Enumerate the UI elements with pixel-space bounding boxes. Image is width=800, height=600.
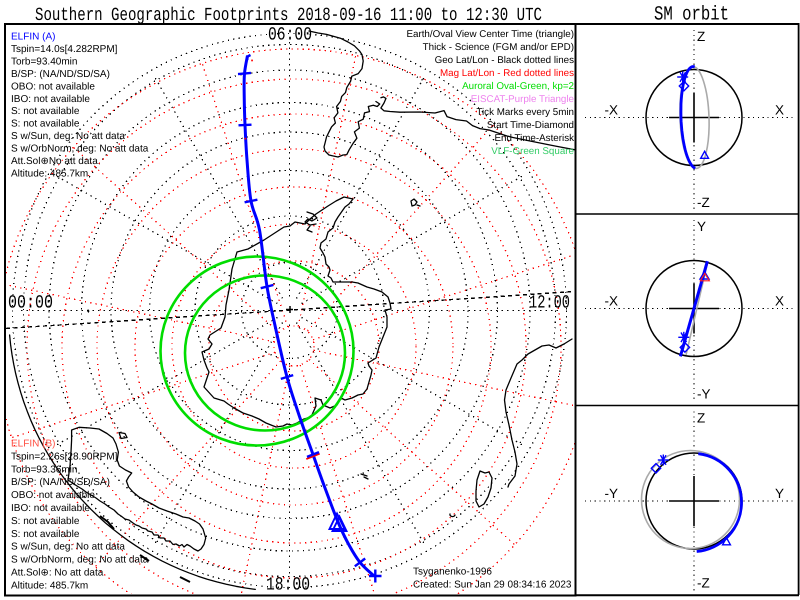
svg-text:X: X [775,103,784,118]
svg-text:Altitude: 485.7km: Altitude: 485.7km [11,168,88,179]
svg-text:06:00: 06:00 [268,25,312,46]
svg-text:Torb=93.36min: Torb=93.36min [11,464,77,475]
svg-text:S w/OrbNorm, deg: No att data: S w/OrbNorm, deg: No att data [11,555,149,566]
svg-text:Start Time-Diamond: Start Time-Diamond [487,120,574,131]
svg-text:S: not available: S: not available [11,516,80,527]
svg-text:Mag Lat/Lon - Red dotted lines: Mag Lat/Lon - Red dotted lines [440,68,574,79]
svg-text:Att.Sol⊕No att data: Att.Sol⊕No att data [11,156,98,167]
svg-text:OBO: not available: OBO: not available [11,490,95,501]
svg-text:B/SP: (NA/ND/SD/SA): B/SP: (NA/ND/SD/SA) [11,477,110,488]
svg-text:Auroral Oval-Green, kp=2: Auroral Oval-Green, kp=2 [462,81,574,92]
svg-text:S w/Sun, deg: No att data: S w/Sun, deg: No att data [11,131,125,142]
svg-text:IBO: not available: IBO: not available [11,503,90,514]
svg-text:End Time-Asterisk: End Time-Asterisk [495,133,575,144]
svg-text:-Z: -Z [697,195,710,210]
svg-text:Torb=93.40min: Torb=93.40min [11,56,77,67]
svg-text:S w/Sun, deg: No att data: S w/Sun, deg: No att data [11,542,125,553]
svg-text:18:00: 18:00 [266,575,310,596]
svg-text:IBO: not available: IBO: not available [11,94,90,105]
svg-text:VLF-Green Square: VLF-Green Square [491,146,574,157]
svg-text:Tick Marks every 5min: Tick Marks every 5min [476,107,574,118]
svg-text:00:00: 00:00 [8,293,53,314]
svg-text:Southern Geographic Footprints: Southern Geographic Footprints 2018-09-1… [35,5,542,26]
svg-text:Tspin=14.0s[4.282RPM]: Tspin=14.0s[4.282RPM] [11,44,118,55]
svg-text:Att.Sol⊕: No att data: Att.Sol⊕: No att data [11,568,104,579]
svg-text:ELFIN (B): ELFIN (B) [11,439,55,450]
svg-text:-Y: -Y [697,387,711,402]
svg-text:S w/OrbNorm, deg: No att data: S w/OrbNorm, deg: No att data [11,144,149,155]
svg-text:Y: Y [775,486,784,501]
svg-text:Thick - Science (FGM and/or EP: Thick - Science (FGM and/or EPD) [423,42,574,53]
svg-text:-X: -X [605,103,619,118]
svg-text:S: not available: S: not available [11,106,80,117]
svg-text:S: not available: S: not available [11,529,80,540]
svg-text:-Z: -Z [697,575,710,590]
svg-text:EISCAT-Purple Triangle: EISCAT-Purple Triangle [471,94,575,105]
svg-text:SM orbit: SM orbit [654,4,729,27]
svg-text:Y: Y [697,219,706,234]
svg-text:Geo Lat/Lon - Black dotted lin: Geo Lat/Lon - Black dotted lines [435,55,575,66]
svg-text:-X: -X [605,294,619,309]
svg-text:B/SP: (NA/ND/SD/SA): B/SP: (NA/ND/SD/SA) [11,69,110,80]
svg-text:Tspin=2.26s[28.90RPM]: Tspin=2.26s[28.90RPM] [11,451,118,462]
svg-text:X: X [775,294,784,309]
svg-text:ELFIN (A): ELFIN (A) [11,32,55,43]
svg-text:Created: Sun Jan 29 08:34:16 2: Created: Sun Jan 29 08:34:16 2023 [413,580,572,591]
svg-text:OBO: not available: OBO: not available [11,81,95,92]
svg-text:12:00: 12:00 [529,293,570,314]
svg-text:Tsyganenko-1996: Tsyganenko-1996 [413,567,492,578]
svg-text:Altitude: 485.7km: Altitude: 485.7km [11,580,88,591]
svg-text:-Y: -Y [605,486,619,501]
svg-text:S: not available: S: not available [11,119,80,130]
svg-text:Z: Z [697,411,705,426]
svg-text:Earth/Oval View Center Time (t: Earth/Oval View Center Time (triangle) [406,29,574,40]
svg-text:Z: Z [697,29,705,44]
